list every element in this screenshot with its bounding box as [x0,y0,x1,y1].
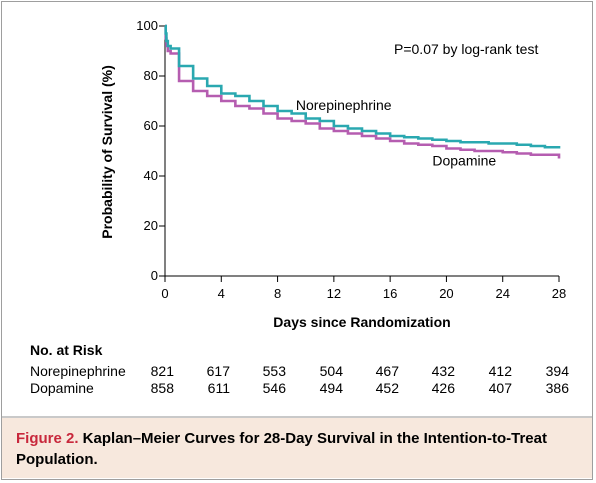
log-rank-annotation: P=0.07 by log-rank test [394,41,538,57]
risk-cell: 426 [431,380,455,396]
risk-cell: 553 [262,363,286,379]
series-label-dopamine: Dopamine [432,153,496,169]
x-tick-label: 16 [383,286,397,301]
km-chart: 0 20 40 60 80 100 0 4 8 12 16 20 24 28 Norepinephrin… [99,18,566,330]
x-tick-label: 28 [552,286,566,301]
y-tick-label: 0 [151,268,158,283]
risk-cell: 394 [545,363,569,379]
risk-cell: 386 [545,380,569,396]
survival-curve-norepinephrine [164,24,561,149]
series-labels: Norepinephrine Dopamine [296,97,497,169]
series-label-norepinephrine: Norepinephrine [296,97,392,113]
risk-table-title: No. at Risk [30,342,103,358]
x-axis-title: Days since Randomization [273,314,450,330]
risk-cell: 412 [488,363,512,379]
y-tick-label: 100 [136,18,158,33]
risk-cell: 494 [319,380,343,396]
risk-cell: 821 [150,363,174,379]
risk-cell: 407 [488,380,512,396]
y-axis-title: Probability of Survival (%) [99,65,115,238]
risk-cell: 452 [375,380,399,396]
risk-cell: 858 [150,380,174,396]
risk-cell: 432 [431,363,455,379]
risk-row-label: Norepinephrine [30,363,126,379]
figure-label: Figure 2. [16,430,79,447]
x-axis: 0 4 8 12 16 20 24 28 [161,275,566,301]
risk-row-dopamine: Dopamine 858 611 546 494 452 426 407 386 [30,380,590,396]
survival-curves [164,24,561,159]
y-axis: 0 20 40 60 80 100 [136,18,166,283]
x-tick-label: 4 [218,286,225,301]
x-tick-label: 8 [274,286,281,301]
y-tick-label: 80 [144,68,158,83]
risk-cell: 617 [206,363,230,379]
y-tick-label: 60 [144,118,158,133]
x-tick-label: 0 [161,286,168,301]
figure-caption: Figure 2. Kaplan–Meier Curves for 28-Day… [2,416,592,478]
y-tick-label: 20 [144,218,158,233]
caption-text: Kaplan–Meier Curves for 28-Day Survival … [16,430,547,468]
risk-row-label: Dopamine [30,380,94,396]
risk-row-norepinephrine: Norepinephrine 821 617 553 504 467 432 4… [30,363,590,379]
risk-cell: 611 [207,380,230,396]
x-tick-label: 20 [439,286,453,301]
x-tick-label: 12 [327,286,341,301]
risk-cell: 504 [319,363,343,379]
risk-cell: 546 [262,380,286,396]
risk-cell: 467 [375,363,399,379]
x-tick-label: 24 [495,286,509,301]
y-tick-label: 40 [144,168,158,183]
number-at-risk-table: No. at Risk Norepinephrine 821 617 553 5… [30,342,590,412]
